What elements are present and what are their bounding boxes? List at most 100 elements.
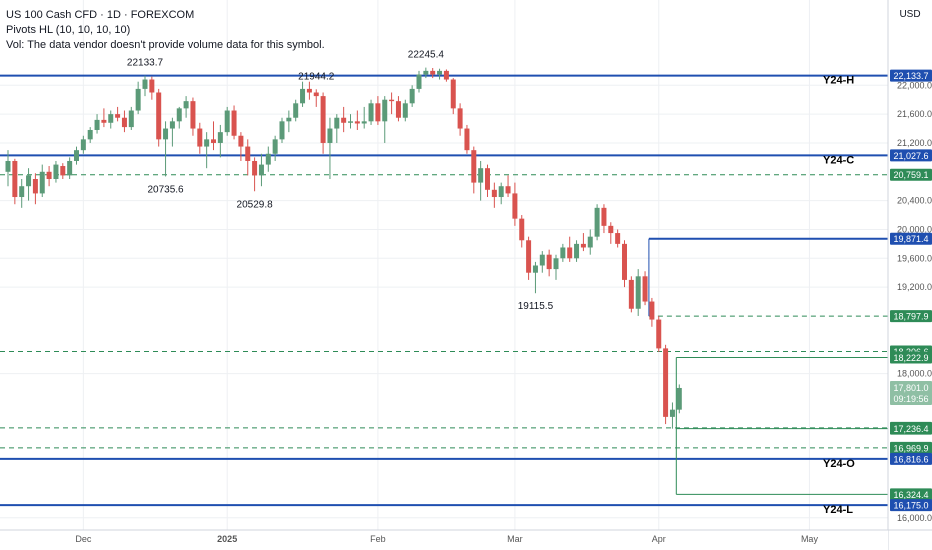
candle — [409, 85, 415, 107]
candle-body — [238, 135, 244, 147]
candle — [594, 204, 600, 241]
candle-body — [211, 139, 216, 143]
candle — [628, 276, 634, 313]
candle-body — [115, 114, 121, 118]
indicator-label[interactable]: Pivots HL (10, 10, 10, 10) — [6, 24, 131, 36]
pivot-label: 19115.5 — [518, 301, 554, 312]
candle — [478, 160, 484, 201]
candle — [443, 69, 449, 82]
candle — [402, 99, 408, 122]
candle — [19, 179, 25, 208]
price-tag-label: 22,133.7 — [893, 71, 928, 81]
time-tick-label: Feb — [370, 534, 386, 544]
candle-body — [443, 70, 449, 80]
price-tag-label: 17,236.4 — [893, 424, 928, 434]
candle — [382, 96, 388, 143]
candle-body — [423, 70, 429, 75]
candle — [430, 67, 436, 79]
candle-body — [135, 88, 141, 111]
candle — [190, 97, 196, 136]
candle-body — [416, 74, 422, 89]
candle — [32, 173, 38, 205]
price-tick-label: 21,200.0 — [897, 138, 932, 148]
candle-body — [67, 160, 73, 176]
candle — [491, 182, 497, 208]
candle-body — [519, 218, 525, 241]
symbol-title[interactable]: US 100 Cash CFD · 1D · FOREXCOM — [6, 9, 195, 21]
price-tick-label: 20,400.0 — [897, 196, 932, 206]
candle-body — [608, 225, 614, 234]
candle-body — [663, 348, 669, 417]
candle — [567, 236, 573, 262]
candle — [512, 182, 518, 226]
candle-body — [53, 164, 59, 179]
candle — [300, 81, 306, 107]
candle-body — [628, 279, 634, 309]
candle-body — [313, 92, 319, 97]
candle — [135, 81, 141, 115]
candle — [642, 271, 648, 306]
candle — [676, 384, 682, 414]
candle-body — [19, 186, 25, 198]
candle-body — [60, 166, 66, 176]
candle-body — [169, 121, 175, 129]
time-tick-label: Dec — [75, 534, 92, 544]
candle-body — [669, 409, 675, 417]
candle — [252, 157, 258, 192]
candle-body — [594, 207, 600, 237]
candle-body — [279, 121, 285, 140]
candle — [560, 243, 566, 262]
candle-body — [149, 79, 155, 93]
candle — [553, 254, 559, 280]
candle-body — [163, 128, 169, 140]
candle-body — [142, 79, 148, 89]
candle — [622, 240, 627, 288]
price-tick-label: 22,000.0 — [897, 80, 932, 90]
candle-body — [574, 243, 580, 259]
candle — [169, 117, 175, 147]
candle-body — [258, 164, 264, 176]
candle — [279, 117, 285, 143]
countdown-label: 09:19:56 — [893, 394, 928, 404]
level-tag: Y24-L — [823, 504, 853, 516]
candle — [204, 132, 210, 169]
price-tag-label: 18,797.9 — [893, 312, 928, 322]
candle-body — [580, 243, 586, 248]
candle-body — [183, 101, 189, 109]
candle — [176, 106, 182, 129]
candle-body — [101, 119, 107, 123]
candle-body — [642, 276, 648, 302]
candle — [265, 146, 271, 172]
time-tick-label: May — [801, 534, 819, 544]
candle — [87, 127, 93, 143]
candle-body — [457, 108, 463, 129]
candle — [485, 164, 490, 198]
candle-body — [80, 139, 86, 151]
candle — [635, 269, 641, 316]
candle — [286, 110, 292, 133]
candle-body — [498, 186, 504, 198]
candle — [211, 121, 216, 151]
price-tag — [890, 149, 932, 162]
candle-body — [74, 150, 79, 161]
candle-body — [402, 103, 408, 118]
candle — [320, 92, 326, 154]
candle — [149, 76, 155, 100]
candle — [389, 92, 395, 115]
candle-body — [539, 254, 545, 266]
candle-body — [231, 110, 237, 136]
candle-body — [245, 146, 251, 161]
candle-body — [108, 114, 114, 123]
level-tag: Y24-C — [823, 154, 854, 166]
price-tick-label: 19,200.0 — [897, 282, 932, 292]
candle — [437, 68, 443, 80]
candle — [656, 315, 662, 352]
candle — [450, 78, 456, 115]
candle-body — [450, 79, 456, 109]
time-tick-label: Mar — [507, 534, 523, 544]
price-tag — [890, 310, 932, 323]
candle-body — [190, 101, 196, 129]
price-tag-label: 16,969.9 — [893, 443, 928, 453]
candle — [224, 106, 230, 136]
